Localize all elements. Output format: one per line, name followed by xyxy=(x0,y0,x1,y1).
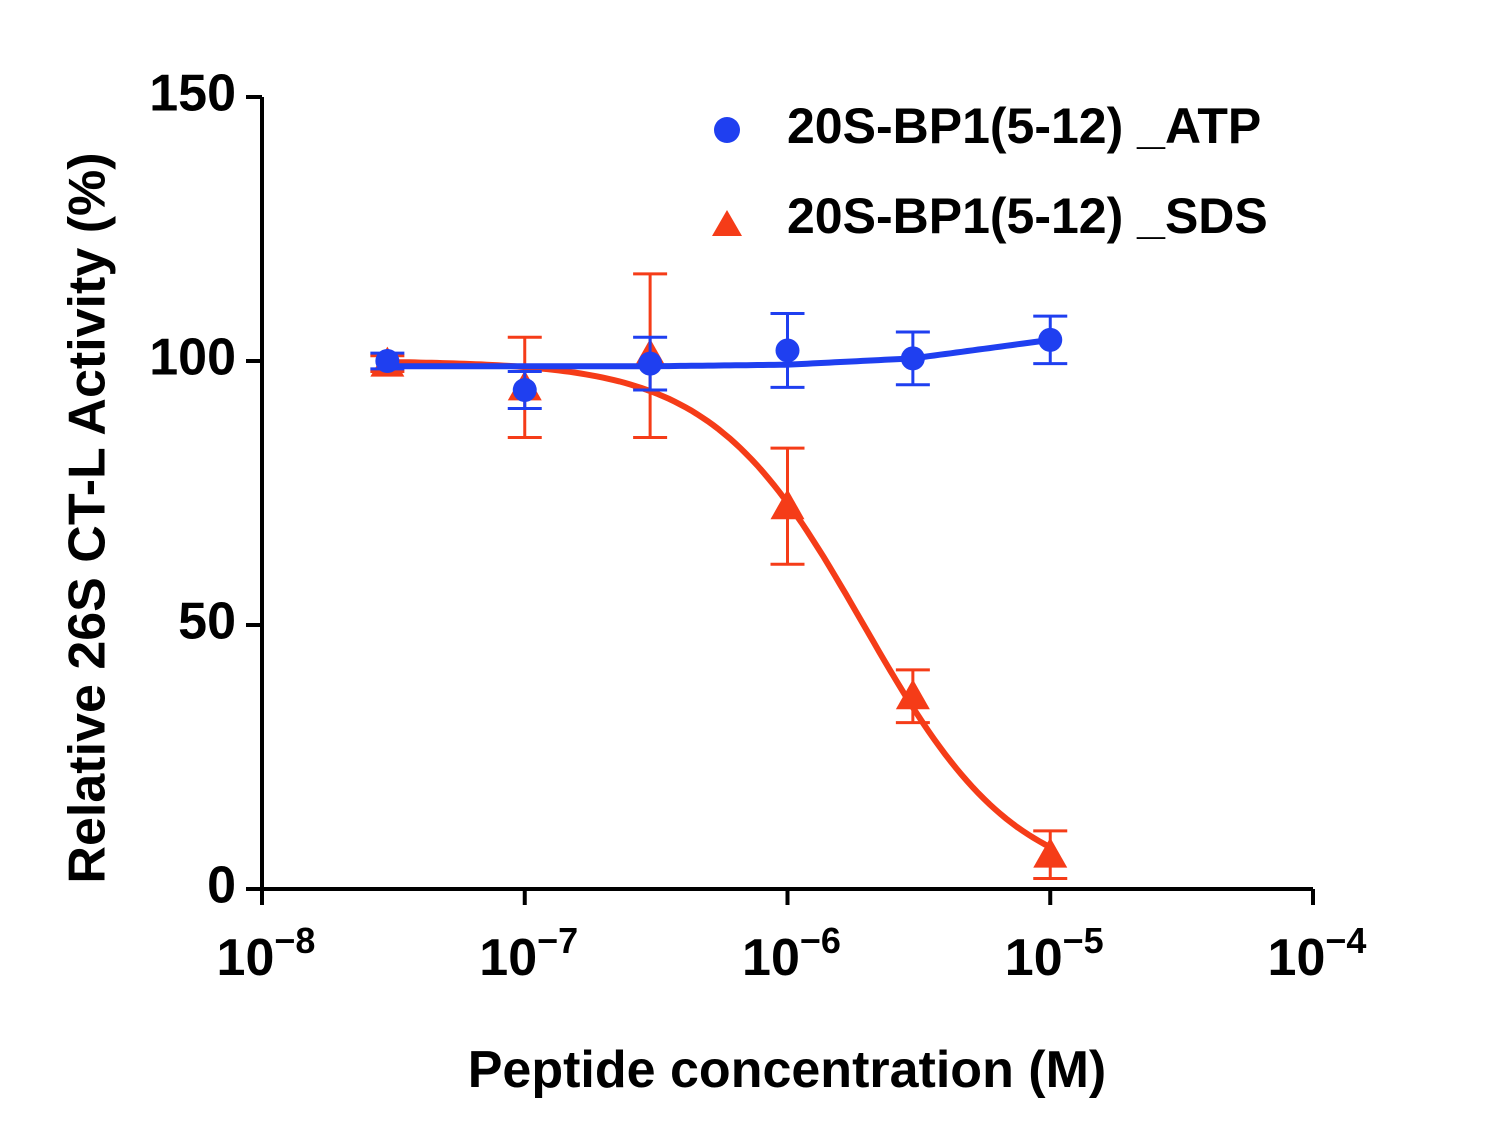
x-tick-label: 10−7 xyxy=(479,920,578,987)
data-point-atp xyxy=(375,349,400,373)
legend: 20S-BP1(5-12) _ATP 20S-BP1(5-12) _SDS xyxy=(712,98,1268,244)
y-tick-label: 50 xyxy=(178,593,236,651)
x-tick-label: 10−4 xyxy=(1268,920,1367,987)
data-point-atp xyxy=(1038,327,1063,352)
legend-label-atp: 20S-BP1(5-12) _ATP xyxy=(787,98,1261,154)
data-point-sds xyxy=(770,489,805,520)
x-axis-ticks: 10−8 10−7 10−6 10−5 10−4 xyxy=(217,889,1367,987)
data-point-sds xyxy=(895,679,930,710)
series-atp xyxy=(370,311,1068,411)
y-tick-label: 0 xyxy=(207,857,236,915)
data-point-atp xyxy=(638,351,663,376)
legend-marker-atp xyxy=(714,117,740,143)
y-axis-ticks: 0 50 100 150 xyxy=(149,65,262,915)
x-tick-label: 10−8 xyxy=(217,920,316,987)
x-axis-title: Peptide concentration (M) xyxy=(468,1041,1106,1099)
data-point-sds xyxy=(1033,837,1068,868)
data-point-atp xyxy=(512,378,537,403)
x-tick-label: 10−5 xyxy=(1005,920,1104,987)
data-point-atp xyxy=(775,338,800,363)
x-tick-label: 10−6 xyxy=(742,920,841,987)
fit-curve-sds xyxy=(384,359,1054,851)
y-axis-title: Relative 26S CT-L Activity (%) xyxy=(59,152,117,883)
y-tick-label: 150 xyxy=(149,65,236,123)
plot-area xyxy=(370,272,1068,880)
fit-curve-atp xyxy=(384,336,1054,370)
legend-label-sds: 20S-BP1(5-12) _SDS xyxy=(787,188,1268,244)
data-point-atp xyxy=(900,346,925,371)
legend-marker-sds xyxy=(712,210,742,236)
y-tick-label: 100 xyxy=(149,329,236,387)
